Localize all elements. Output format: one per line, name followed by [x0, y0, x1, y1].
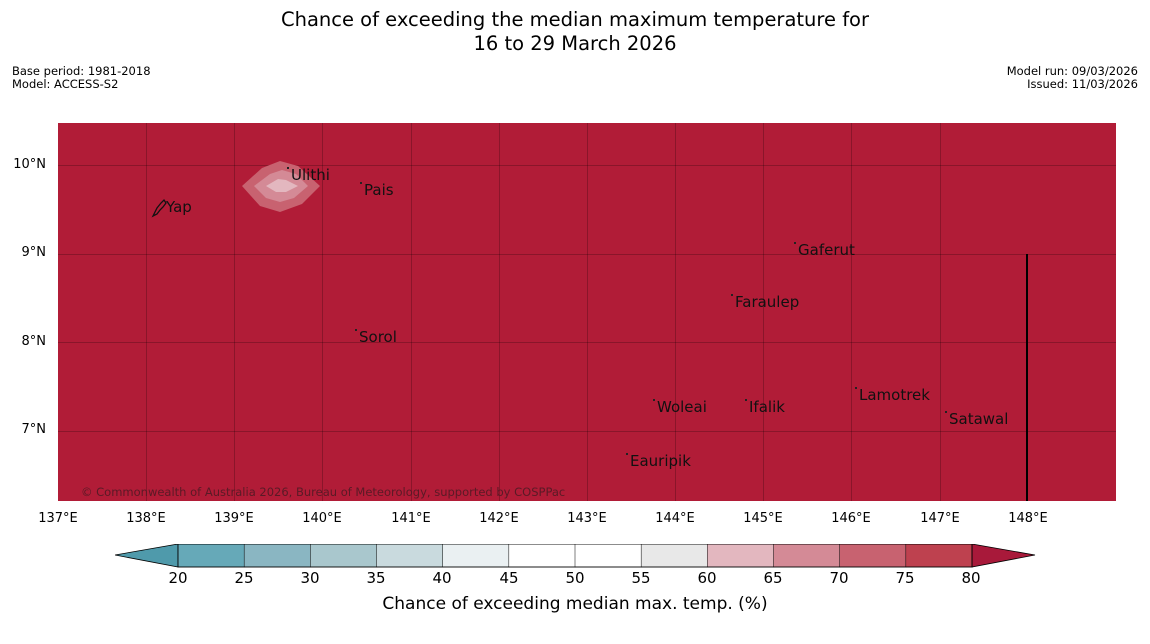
place-pais: Pais	[360, 182, 394, 199]
colorbar-bin	[773, 544, 841, 568]
colorbar-high-extend	[971, 544, 1036, 568]
place-satawal: Satawal	[945, 411, 1008, 428]
cb-tick-55: 55	[631, 569, 651, 587]
lon-tick-148e: 148°E	[1008, 511, 1048, 526]
cb-tick-75: 75	[895, 569, 915, 587]
grid-lon-141	[411, 123, 412, 501]
colorbar-bin	[442, 544, 510, 568]
colorbar-bin	[707, 544, 775, 568]
colorbar-bin	[310, 544, 378, 568]
grid-lon-140	[322, 123, 323, 501]
grid-lat-10	[58, 165, 1116, 166]
lon-tick-137e: 137°E	[38, 511, 78, 526]
cb-tick-25: 25	[234, 569, 254, 587]
cb-tick-65: 65	[763, 569, 783, 587]
cb-tick-80: 80	[961, 569, 981, 587]
grid-lat-8	[58, 342, 1116, 343]
colorbar-bin	[640, 544, 709, 568]
lon-tick-147e: 147°E	[920, 511, 960, 526]
model-name: Model: ACCESS-S2	[12, 77, 119, 91]
grid-lon-146	[851, 123, 852, 501]
colorbar-bin	[508, 544, 576, 568]
cb-tick-30: 30	[300, 569, 320, 587]
cb-tick-20: 20	[168, 569, 188, 587]
lon-tick-139e: 139°E	[214, 511, 254, 526]
colorbar-bin	[177, 544, 245, 568]
grid-lon-139	[234, 123, 235, 501]
place-yap: Yap	[166, 198, 192, 216]
lon-tick-146e: 146°E	[831, 511, 871, 526]
issued-date: Issued: 11/03/2026	[1027, 77, 1138, 91]
lat-tick-8n: 8°N	[21, 334, 47, 349]
cb-tick-40: 40	[432, 569, 452, 587]
place-sorol: Sorol	[355, 329, 397, 346]
colorbar-low-extend	[115, 544, 179, 568]
copyright-notice: © Commonwealth of Australia 2026, Bureau…	[81, 485, 566, 499]
colorbar-frame	[177, 544, 973, 568]
grid-lon-142	[499, 123, 500, 501]
place-woleai: Woleai	[653, 399, 707, 416]
model-run: Model run: 09/03/2026	[1006, 64, 1138, 78]
lat-tick-9n: 9°N	[21, 245, 47, 260]
base-period: Base period: 1981-2018	[12, 64, 151, 78]
grid-lon-145	[763, 123, 764, 501]
lower-probability-contour	[242, 161, 320, 212]
lat-tick-10n: 10°N	[13, 157, 46, 172]
lon-tick-145e: 145°E	[743, 511, 783, 526]
map-title: Chance of exceeding the median maximum t…	[0, 8, 1150, 56]
colorbar-bin	[839, 544, 907, 568]
place-ifalik: Ifalik	[745, 399, 785, 416]
grid-lon-138	[146, 123, 147, 501]
title-line-2: 16 to 29 March 2026	[473, 32, 677, 55]
lon-tick-140e: 140°E	[302, 511, 342, 526]
region-boundary-line	[1026, 254, 1028, 501]
place-eauripik: Eauripik	[626, 453, 691, 470]
colorbar	[115, 544, 1036, 568]
colorbar-label: Chance of exceeding median max. temp. (%…	[382, 594, 768, 614]
place-ulithi: Ulithi	[287, 167, 330, 184]
cb-tick-70: 70	[829, 569, 849, 587]
colorbar-bin	[905, 544, 973, 568]
cb-tick-60: 60	[697, 569, 717, 587]
lon-tick-143e: 143°E	[567, 511, 607, 526]
base-period-info: Base period: 1981-2018 Model: ACCESS-S2	[12, 65, 151, 91]
issue-info: Model run: 09/03/2026 Issued: 11/03/2026	[1007, 65, 1138, 91]
lon-tick-138e: 138°E	[126, 511, 166, 526]
lon-tick-142e: 142°E	[479, 511, 519, 526]
cb-tick-45: 45	[499, 569, 519, 587]
grid-lon-143	[587, 123, 588, 501]
cb-tick-50: 50	[565, 569, 585, 587]
place-faraulep: Faraulep	[731, 294, 799, 311]
grid-lat-9	[58, 254, 1116, 255]
grid-lon-147	[940, 123, 941, 501]
colorbar-bin	[574, 544, 642, 568]
grid-lon-144	[675, 123, 676, 501]
yap-island-outline	[151, 198, 167, 218]
cb-tick-35: 35	[366, 569, 386, 587]
grid-lat-7	[58, 431, 1116, 432]
lon-tick-144e: 144°E	[655, 511, 695, 526]
lat-tick-7n: 7°N	[21, 422, 47, 437]
place-lamotrek: Lamotrek	[855, 387, 930, 404]
colorbar-bin	[376, 544, 444, 568]
title-line-1: Chance of exceeding the median maximum t…	[280, 8, 870, 31]
place-gaferut: Gaferut	[794, 242, 855, 259]
colorbar-bin	[243, 544, 312, 568]
probability-map[interactable]: Yap Ulithi Pais Gaferut Faraulep Sorol L…	[58, 123, 1116, 501]
lon-tick-141e: 141°E	[391, 511, 431, 526]
